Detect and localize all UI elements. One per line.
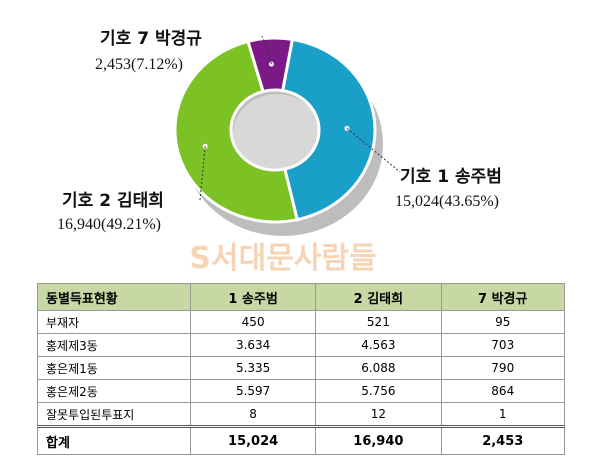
cell: 3.634	[189, 333, 317, 357]
cell: 홍은제1동	[37, 356, 191, 380]
leader-line	[261, 35, 272, 65]
cell: 703	[440, 333, 565, 357]
donut-hole-depth	[233, 94, 321, 174]
cell: 6.088	[315, 356, 442, 380]
value-label: 2,453(7.12%)	[95, 56, 183, 73]
cell: 5.756	[315, 379, 442, 403]
data-row: 잘못투입된투표지 8 12 1	[37, 402, 565, 427]
data-row: 부재자 450 521 95	[37, 310, 565, 334]
cell: 부재자	[37, 310, 191, 334]
data-row: 홍제제3동 3.634 4.563 703	[37, 333, 565, 357]
cell: 1	[440, 402, 565, 427]
value-label: 16,940(49.21%)	[57, 216, 161, 233]
donut-slice	[280, 37, 377, 222]
cell: 홍은제2동	[37, 379, 191, 403]
cell: 홍제제3동	[37, 333, 191, 357]
cell: 2,453	[440, 425, 565, 455]
leader-line	[346, 127, 401, 173]
cell: 합계	[37, 425, 191, 455]
cell: 2 김태희	[315, 283, 442, 311]
watermark: S서대문사람들	[189, 241, 376, 275]
cell: 521	[315, 310, 442, 334]
category-label: 기호 2 김태희	[62, 191, 164, 211]
header-row: 동별득표현황 1 송주범 2 김태희 7 박경규	[37, 283, 565, 311]
cell: 7 박경규	[440, 283, 565, 311]
cell: 5.597	[189, 379, 317, 403]
total-row: 합계 15,024 16,940 2,453	[37, 425, 565, 455]
leader-line	[199, 146, 206, 201]
cell: 1 송주범	[189, 283, 317, 311]
donut-slice	[173, 39, 300, 224]
data-row: 홍은제2동 5.597 5.756 864	[37, 379, 565, 403]
cell: 15,024	[189, 425, 317, 455]
data-row: 홍은제1동 5.335 6.088 790	[37, 356, 565, 380]
category-label: 기호 7 박경규	[100, 29, 202, 49]
cell: 95	[440, 310, 565, 334]
cell: 450	[189, 310, 317, 334]
cell: 동별득표현황	[37, 283, 191, 311]
cell: 8	[189, 402, 317, 427]
cell: 잘못투입된투표지	[37, 402, 191, 427]
cell: 16,940	[315, 425, 442, 455]
cell: 4.563	[315, 333, 442, 357]
cell: 790	[440, 356, 565, 380]
category-label: 기호 1 송주범	[400, 167, 502, 187]
cell: 12	[315, 402, 442, 427]
chart: S서대문사람들 기호 1 송주범 15,024(43.65%) 기호 2 김태희 16…	[57, 29, 502, 275]
cell: 864	[440, 379, 565, 403]
value-label: 15,024(43.65%)	[395, 193, 499, 210]
cell: 5.335	[189, 356, 317, 380]
vote-table: 동별득표현황 1 송주범 2 김태희 7 박경규 부재자 450 521 95 홍제제3동 3.6…	[37, 283, 565, 455]
